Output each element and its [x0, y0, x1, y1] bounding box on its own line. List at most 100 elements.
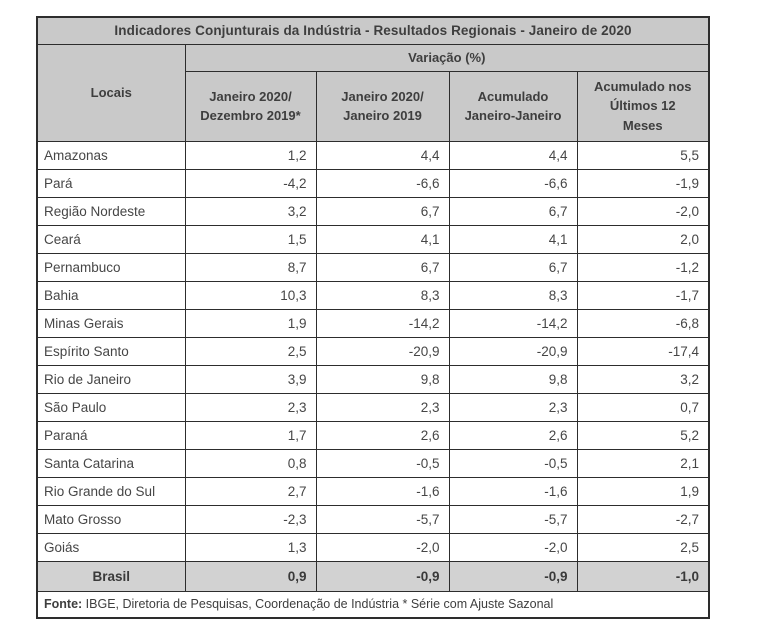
- group-header-row: Locais Variação (%): [36, 43, 710, 142]
- value-cell: -6,6: [448, 168, 578, 198]
- value-cell: 0,8: [184, 448, 317, 478]
- value-cell: -17,4: [576, 336, 710, 366]
- row-label: Bahia: [36, 280, 186, 310]
- col-header-acumulado-janeiro: Acumulado Janeiro-Janeiro: [448, 70, 578, 142]
- table-row: Bahia 10,3 8,3 8,3 -1,7: [36, 280, 710, 310]
- value-cell: -2,0: [448, 532, 578, 562]
- source-label: Fonte:: [44, 597, 83, 612]
- row-label: Região Nordeste: [36, 196, 186, 226]
- total-row-brasil: Brasil 0,9 -0,9 -0,9 -1,0: [36, 560, 710, 592]
- header-line: Janeiro 2020/: [341, 88, 424, 104]
- value-cell: -5,7: [448, 504, 578, 534]
- table-row: São Paulo 2,3 2,3 2,3 0,7: [36, 392, 710, 422]
- value-cell: 2,6: [315, 420, 450, 450]
- value-cell: 2,6: [448, 420, 578, 450]
- row-label: Rio Grande do Sul: [36, 476, 186, 506]
- total-value-cell: -1,0: [576, 560, 710, 592]
- table-row: Ceará 1,5 4,1 4,1 2,0: [36, 224, 710, 254]
- value-cell: 4,1: [448, 224, 578, 254]
- source-row: Fonte: IBGE, Diretoria de Pesquisas, Coo…: [36, 590, 710, 619]
- row-label: Ceará: [36, 224, 186, 254]
- value-cell: -14,2: [448, 308, 578, 338]
- source-text: IBGE, Diretoria de Pesquisas, Coordenaçã…: [82, 597, 554, 612]
- header-line: Acumulado nos: [594, 78, 692, 94]
- value-cell: 6,7: [448, 196, 578, 226]
- indicators-table: Indicadores Conjunturais da Indústria - …: [36, 16, 711, 619]
- row-label: Pernambuco: [36, 252, 186, 282]
- table-row: Mato Grosso -2,3 -5,7 -5,7 -2,7: [36, 504, 710, 534]
- total-value-cell: -0,9: [448, 560, 578, 592]
- col-header-locais: Locais: [36, 43, 186, 142]
- value-cell: 2,7: [184, 476, 317, 506]
- value-cell: -2,3: [184, 504, 317, 534]
- value-cell: -1,7: [576, 280, 710, 310]
- table-row: Região Nordeste 3,2 6,7 6,7 -2,0: [36, 196, 710, 226]
- value-cell: -6,8: [576, 308, 710, 338]
- value-cell: 1,2: [184, 140, 317, 170]
- table-row: Rio de Janeiro 3,9 9,8 9,8 3,2: [36, 364, 710, 394]
- header-line: Meses: [622, 117, 663, 133]
- table-body: Amazonas 1,2 4,4 4,4 5,5 Pará -4,2 -6,6 -6,6 -1,9…: [36, 140, 710, 562]
- value-cell: -4,2: [184, 168, 317, 198]
- value-cell: 1,9: [184, 308, 317, 338]
- value-cell: -2,7: [576, 504, 710, 534]
- table-source: Fonte: IBGE, Diretoria de Pesquisas, Coo…: [36, 590, 710, 619]
- value-cell: -20,9: [315, 336, 450, 366]
- value-cell: 4,4: [448, 140, 578, 170]
- header-line: Janeiro 2020/: [209, 88, 292, 104]
- value-cell: 3,2: [576, 364, 710, 394]
- value-cell: 9,8: [315, 364, 450, 394]
- row-label: Mato Grosso: [36, 504, 186, 534]
- header-line: Últimos 12: [609, 98, 676, 114]
- row-label: Minas Gerais: [36, 308, 186, 338]
- table-row: Paraná 1,7 2,6 2,6 5,2: [36, 420, 710, 450]
- header-line: Janeiro 2019: [343, 108, 422, 123]
- title-row: Indicadores Conjunturais da Indústria - …: [36, 16, 710, 45]
- value-cell: 8,3: [315, 280, 450, 310]
- table-row: Amazonas 1,2 4,4 4,4 5,5: [36, 140, 710, 170]
- column-headers-row: Janeiro 2020/ Dezembro 2019* Janeiro 202…: [37, 70, 710, 142]
- value-cell: 2,5: [576, 532, 710, 562]
- value-cell: 5,5: [576, 140, 710, 170]
- value-cell: 2,0: [576, 224, 710, 254]
- value-cell: -1,9: [576, 168, 710, 198]
- value-cell: 8,3: [448, 280, 578, 310]
- value-cell: -1,6: [315, 476, 450, 506]
- row-label: Paraná: [36, 420, 186, 450]
- table-row: Espírito Santo 2,5 -20,9 -20,9 -17,4: [36, 336, 710, 366]
- table-row: Rio Grande do Sul 2,7 -1,6 -1,6 1,9: [36, 476, 710, 506]
- value-cell: -20,9: [448, 336, 578, 366]
- table-row: Minas Gerais 1,9 -14,2 -14,2 -6,8: [36, 308, 710, 338]
- value-cell: 9,8: [448, 364, 578, 394]
- value-cell: -0,5: [315, 448, 450, 478]
- group-header-variacao: Variação (%): [184, 43, 710, 72]
- value-cell: 10,3: [184, 280, 317, 310]
- value-cell: -14,2: [315, 308, 450, 338]
- value-cell: 6,7: [448, 252, 578, 282]
- table-row: Pará -4,2 -6,6 -6,6 -1,9: [36, 168, 710, 198]
- value-cell: -2,0: [576, 196, 710, 226]
- row-label: Goiás: [36, 532, 186, 562]
- table-row: Pernambuco 8,7 6,7 6,7 -1,2: [36, 252, 710, 282]
- value-cell: 2,3: [448, 392, 578, 422]
- row-label: Amazonas: [36, 140, 186, 170]
- value-cell: 1,3: [184, 532, 317, 562]
- value-cell: -5,7: [315, 504, 450, 534]
- value-cell: 2,1: [576, 448, 710, 478]
- value-cell: 6,7: [315, 196, 450, 226]
- row-label: Pará: [36, 168, 186, 198]
- header-line: Janeiro-Janeiro: [464, 108, 562, 123]
- value-cell: 1,5: [184, 224, 317, 254]
- col-header-acumulado-12-meses: Acumulado nos Últimos 12 Meses: [576, 70, 710, 142]
- value-cell: 1,9: [576, 476, 710, 506]
- col-header-jan2020-dez2019: Janeiro 2020/ Dezembro 2019*: [184, 70, 317, 142]
- value-cell: -0,5: [448, 448, 578, 478]
- value-cell: -2,0: [315, 532, 450, 562]
- row-label: São Paulo: [36, 392, 186, 422]
- value-cell: 6,7: [315, 252, 450, 282]
- indicators-table-container: Indicadores Conjunturais da Indústria - …: [36, 16, 711, 619]
- value-cell: 3,9: [184, 364, 317, 394]
- value-cell: 8,7: [184, 252, 317, 282]
- table-title: Indicadores Conjunturais da Indústria - …: [36, 16, 710, 45]
- table-row: Goiás 1,3 -2,0 -2,0 2,5: [36, 532, 710, 562]
